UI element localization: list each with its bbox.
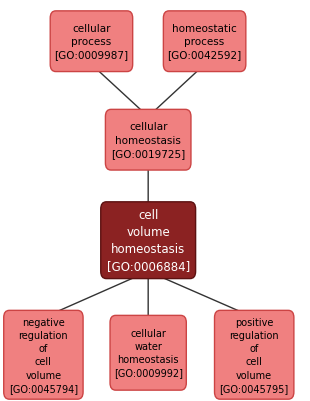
FancyBboxPatch shape <box>101 202 196 279</box>
FancyBboxPatch shape <box>215 310 294 399</box>
FancyBboxPatch shape <box>105 110 191 171</box>
Text: homeostatic
process
[GO:0042592]: homeostatic process [GO:0042592] <box>167 24 242 60</box>
Text: cell
volume
homeostasis
[GO:0006884]: cell volume homeostasis [GO:0006884] <box>107 209 190 273</box>
Text: cellular
process
[GO:0009987]: cellular process [GO:0009987] <box>54 24 129 60</box>
Text: positive
regulation
of
cell
volume
[GO:0045795]: positive regulation of cell volume [GO:0… <box>219 317 289 393</box>
Text: cellular
homeostasis
[GO:0019725]: cellular homeostasis [GO:0019725] <box>111 122 185 158</box>
FancyBboxPatch shape <box>4 310 83 399</box>
FancyBboxPatch shape <box>163 12 246 72</box>
FancyBboxPatch shape <box>110 316 186 390</box>
FancyBboxPatch shape <box>50 12 133 72</box>
Text: cellular
water
homeostasis
[GO:0009992]: cellular water homeostasis [GO:0009992] <box>114 328 183 378</box>
Text: negative
regulation
of
cell
volume
[GO:0045794]: negative regulation of cell volume [GO:0… <box>9 317 78 393</box>
